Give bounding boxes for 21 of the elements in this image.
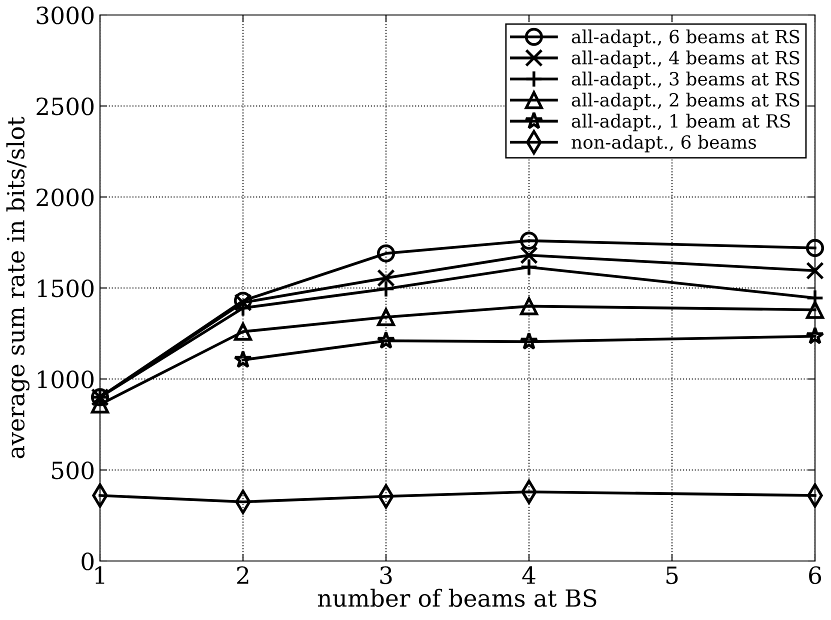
y-axis-title: average sum rate in bits/slot [6,116,30,458]
legend-label: all-adapt., 6 beams at RS [572,29,800,47]
legend-label: all-adapt., 4 beams at RS [572,50,800,68]
x-tick-label: 5 [666,566,678,584]
legend-label: all-adapt., 3 beams at RS [572,72,800,90]
legend-label: all-adapt., 1 beam at RS [572,114,790,132]
y-tick-label: 1000 [38,370,94,388]
x-tick-label: 6 [809,566,822,584]
x-axis-title: number of beams at BS [318,588,596,607]
y-tick-label: 2000 [36,188,94,206]
legend-label: non-adapt., 6 beams [572,134,756,152]
x-tick-label: 1 [95,566,104,584]
x-tick-label: 3 [380,566,392,584]
x-tick-label: 4 [522,566,536,584]
legend-label: all-adapt., 2 beams at RS [572,92,800,110]
y-tick-label: 0 [82,552,94,570]
y-tick-label: 2500 [36,97,94,116]
y-tick-label: 1500 [38,279,94,298]
y-tick-label: 3000 [36,6,94,24]
x-tick-label: 2 [237,566,248,584]
y-tick-label: 500 [52,461,94,480]
